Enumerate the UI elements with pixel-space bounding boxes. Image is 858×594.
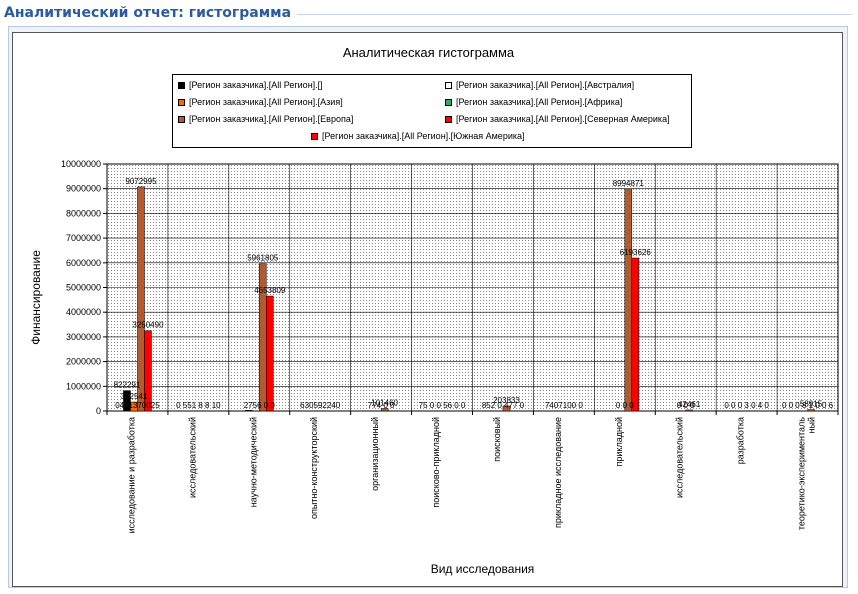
legend-label: [Регион заказчика].[All Регион].[Азия] bbox=[189, 97, 343, 107]
legend-item-north-america: [Регион заказчика].[All Регион].[Северна… bbox=[445, 114, 670, 124]
y-tick-label: 9000000 bbox=[66, 184, 101, 194]
bar bbox=[137, 186, 145, 412]
y-tick-label: 1000000 bbox=[66, 381, 101, 391]
bar bbox=[123, 390, 131, 412]
x-axis-title: Вид исследования bbox=[431, 562, 535, 576]
x-tick-label: исследование и разработка bbox=[126, 417, 136, 533]
x-tick-label: научно-методический bbox=[248, 417, 258, 507]
bar bbox=[380, 408, 389, 412]
x-tick-label: прикладной bbox=[614, 417, 624, 466]
y-tick-label: 8000000 bbox=[66, 208, 101, 218]
legend-label: [Регион заказчика].[All Регион].[Африка] bbox=[456, 97, 623, 107]
legend-item-europe: [Регион заказчика].[All Регион].[Европа] bbox=[178, 114, 353, 124]
legend-item-asia: [Регион заказчика].[All Регион].[Азия] bbox=[178, 97, 343, 107]
y-axis-title: Финансирование bbox=[29, 250, 43, 345]
legend-label: [Регион заказчика].[All Регион].[Северна… bbox=[456, 114, 670, 124]
legend-label: [Регион заказчика].[All Регион].[] bbox=[189, 80, 323, 90]
bar bbox=[144, 330, 152, 412]
x-tick-label: теоретико-эксперименталь bbox=[797, 417, 807, 530]
baseline-value-labels: 2756 0 0 bbox=[244, 401, 276, 410]
baseline-value-labels: 0431370025 bbox=[115, 401, 160, 410]
baseline-value-labels: 0 0 0 8 1 0 0 6 bbox=[782, 401, 834, 410]
baseline-value-labels: 0 551 8 8 10 bbox=[176, 401, 221, 410]
legend-item-australia: [Регион заказчика].[All Регион].[Австрал… bbox=[445, 80, 634, 90]
baseline-value-labels: 0 0 0 bbox=[677, 401, 695, 410]
baseline-value-labels: 852 0 477 0 bbox=[482, 401, 525, 410]
chart-legend: [Регион заказчика].[All Регион].[] [Реги… bbox=[172, 74, 692, 148]
legend-swatch bbox=[178, 98, 185, 106]
y-tick-label: 5000000 bbox=[66, 283, 101, 293]
bar bbox=[624, 188, 633, 412]
legend-swatch bbox=[445, 81, 452, 89]
x-tick-label: разработка bbox=[736, 417, 746, 464]
data-label: 3250490 bbox=[132, 321, 164, 330]
x-tick-label: ный bbox=[807, 417, 817, 433]
bar bbox=[502, 405, 511, 412]
y-tick-label: 0 bbox=[96, 406, 101, 416]
y-tick-label: 2000000 bbox=[66, 357, 101, 367]
chart-title: Аналитическая гистограмма bbox=[342, 45, 515, 60]
data-label: 5961805 bbox=[247, 254, 279, 263]
data-label: 9072995 bbox=[125, 177, 157, 186]
section-divider bbox=[297, 13, 852, 15]
baseline-value-labels: 0 0 0 bbox=[616, 401, 634, 410]
data-label: 362541 bbox=[121, 392, 148, 401]
bar bbox=[685, 409, 693, 412]
baseline-value-labels: 630592240 bbox=[300, 401, 341, 410]
legend-label: [Регион заказчика].[All Регион].[Австрал… bbox=[456, 80, 635, 90]
baseline-value-labels: 75 0 0 56 0 0 bbox=[419, 401, 466, 410]
x-tick-label: прикладное исследование bbox=[553, 417, 563, 528]
y-tick-label: 7000000 bbox=[66, 233, 101, 243]
legend-label: [Регион заказчика].[All Регион].[Европа] bbox=[189, 114, 354, 124]
legend-item-region-blank: [Регион заказчика].[All Регион].[] bbox=[178, 80, 323, 90]
data-label: 58915 bbox=[800, 400, 823, 409]
section-header: Аналитический отчет: гистограмма bbox=[4, 2, 852, 24]
data-label: 203833 bbox=[493, 396, 520, 405]
legend-swatch bbox=[445, 115, 452, 123]
x-tick-label: поисковый bbox=[492, 417, 502, 462]
legend-item-africa: [Регион заказчика].[All Регион].[Африка] bbox=[445, 97, 622, 107]
baseline-value-labels: 774 0 0 bbox=[368, 401, 395, 410]
x-tick-label: поисково-прикладной bbox=[431, 417, 441, 508]
section-title: Аналитический отчет: гистограмма bbox=[4, 5, 292, 21]
data-label: 4653809 bbox=[254, 286, 286, 295]
y-tick-label: 6000000 bbox=[66, 258, 101, 268]
bar bbox=[807, 409, 815, 412]
baseline-value-labels: 0 0 0 3 0 4 0 bbox=[724, 401, 769, 410]
legend-swatch bbox=[178, 115, 185, 123]
data-label: 42461 bbox=[678, 400, 701, 409]
legend-swatch bbox=[311, 132, 318, 140]
x-tick-label: исследовательский bbox=[675, 417, 685, 498]
legend-swatch bbox=[445, 98, 452, 106]
data-label: 6193626 bbox=[620, 248, 652, 257]
legend-label: [Регион заказчика].[All Регион].[Южная А… bbox=[322, 131, 525, 141]
x-tick-label: опытно-конструкторский bbox=[309, 417, 319, 519]
y-tick-label: 4000000 bbox=[66, 307, 101, 317]
legend-swatch bbox=[178, 81, 185, 89]
bar bbox=[631, 257, 640, 412]
y-tick-label: 3000000 bbox=[66, 332, 101, 342]
bar bbox=[245, 410, 253, 412]
x-tick-label: исследовательский bbox=[187, 417, 197, 498]
data-label: 101460 bbox=[371, 398, 398, 407]
baseline-value-labels: 7407100 0 bbox=[545, 401, 583, 410]
x-tick-label: организационный bbox=[370, 417, 380, 491]
bar bbox=[266, 295, 274, 412]
legend-item-south-america: [Регион заказчика].[All Регион].[Южная А… bbox=[311, 131, 525, 141]
y-tick-label: 10000000 bbox=[61, 159, 101, 169]
data-label: 822291 bbox=[114, 381, 141, 390]
data-label: 8994871 bbox=[613, 179, 645, 188]
